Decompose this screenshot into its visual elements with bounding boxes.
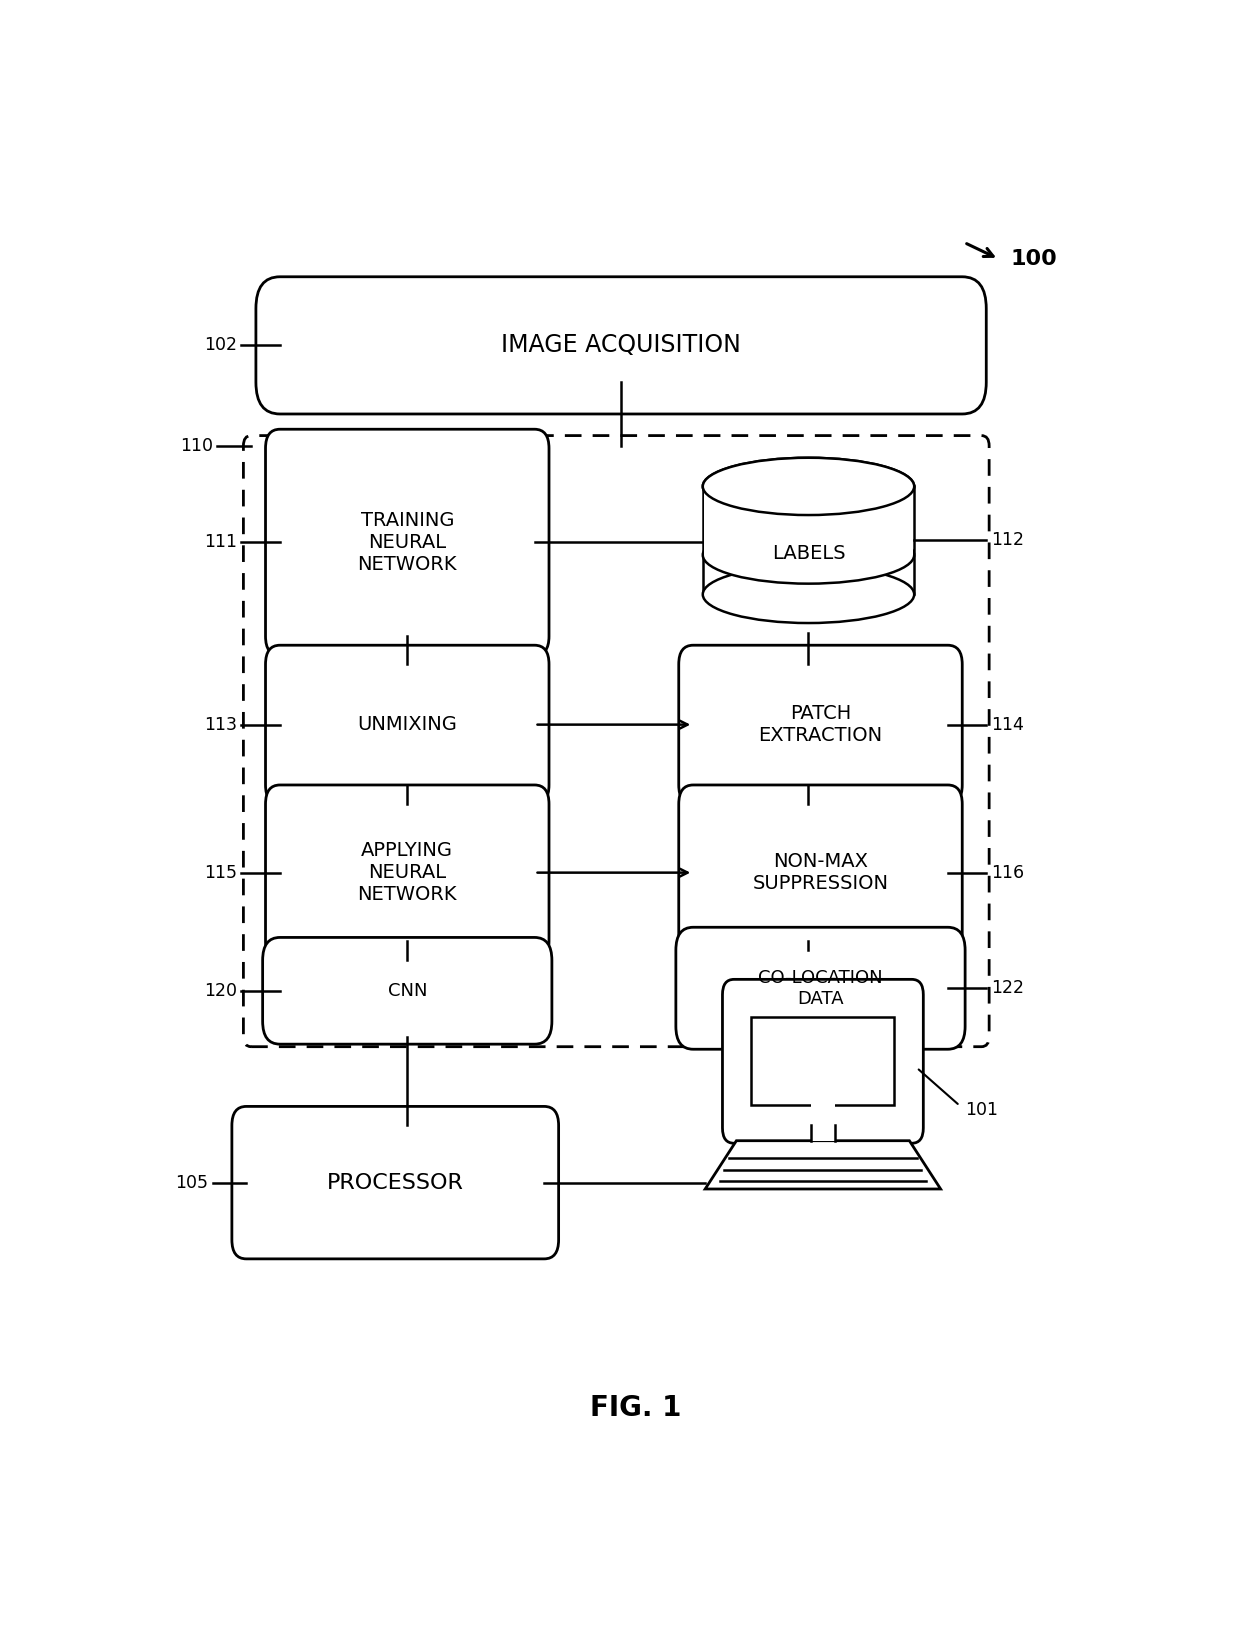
FancyBboxPatch shape <box>232 1107 558 1259</box>
FancyBboxPatch shape <box>678 645 962 804</box>
Text: 114: 114 <box>991 716 1024 734</box>
Polygon shape <box>706 1140 941 1190</box>
Bar <box>751 1018 894 1106</box>
Text: 105: 105 <box>175 1173 208 1191</box>
Ellipse shape <box>703 457 914 515</box>
Text: PROCESSOR: PROCESSOR <box>327 1173 464 1193</box>
Bar <box>704 487 913 554</box>
FancyBboxPatch shape <box>265 785 549 960</box>
Text: 110: 110 <box>180 437 213 455</box>
FancyBboxPatch shape <box>676 927 965 1049</box>
Bar <box>811 1102 835 1140</box>
FancyBboxPatch shape <box>255 277 986 414</box>
Text: 102: 102 <box>203 337 237 355</box>
Ellipse shape <box>703 457 914 515</box>
Text: 122: 122 <box>991 978 1024 997</box>
Text: 111: 111 <box>203 533 237 551</box>
Text: 113: 113 <box>203 716 237 734</box>
Text: LABELS: LABELS <box>771 543 846 563</box>
FancyBboxPatch shape <box>678 785 962 960</box>
Text: CO-LOCATION
DATA: CO-LOCATION DATA <box>758 969 883 1008</box>
Ellipse shape <box>703 566 914 624</box>
Text: CNN: CNN <box>388 982 427 1000</box>
Text: IMAGE ACQUISITION: IMAGE ACQUISITION <box>501 333 742 358</box>
Text: 115: 115 <box>203 863 237 881</box>
Text: 120: 120 <box>203 982 237 1000</box>
FancyBboxPatch shape <box>265 645 549 804</box>
Text: NON-MAX
SUPPRESSION: NON-MAX SUPPRESSION <box>753 851 889 893</box>
Text: 101: 101 <box>966 1101 998 1119</box>
Ellipse shape <box>703 526 914 584</box>
Text: FIG. 1: FIG. 1 <box>590 1394 681 1422</box>
Text: APPLYING
NEURAL
NETWORK: APPLYING NEURAL NETWORK <box>357 842 458 904</box>
Text: PATCH
EXTRACTION: PATCH EXTRACTION <box>759 705 883 746</box>
Bar <box>703 487 914 594</box>
FancyBboxPatch shape <box>265 429 549 655</box>
Text: TRAINING
NEURAL
NETWORK: TRAINING NEURAL NETWORK <box>357 512 458 574</box>
Text: 112: 112 <box>991 531 1024 549</box>
Text: UNMIXING: UNMIXING <box>357 714 458 734</box>
FancyBboxPatch shape <box>723 980 924 1143</box>
FancyBboxPatch shape <box>263 937 552 1044</box>
Text: 116: 116 <box>991 863 1024 881</box>
Text: 100: 100 <box>1011 249 1056 269</box>
